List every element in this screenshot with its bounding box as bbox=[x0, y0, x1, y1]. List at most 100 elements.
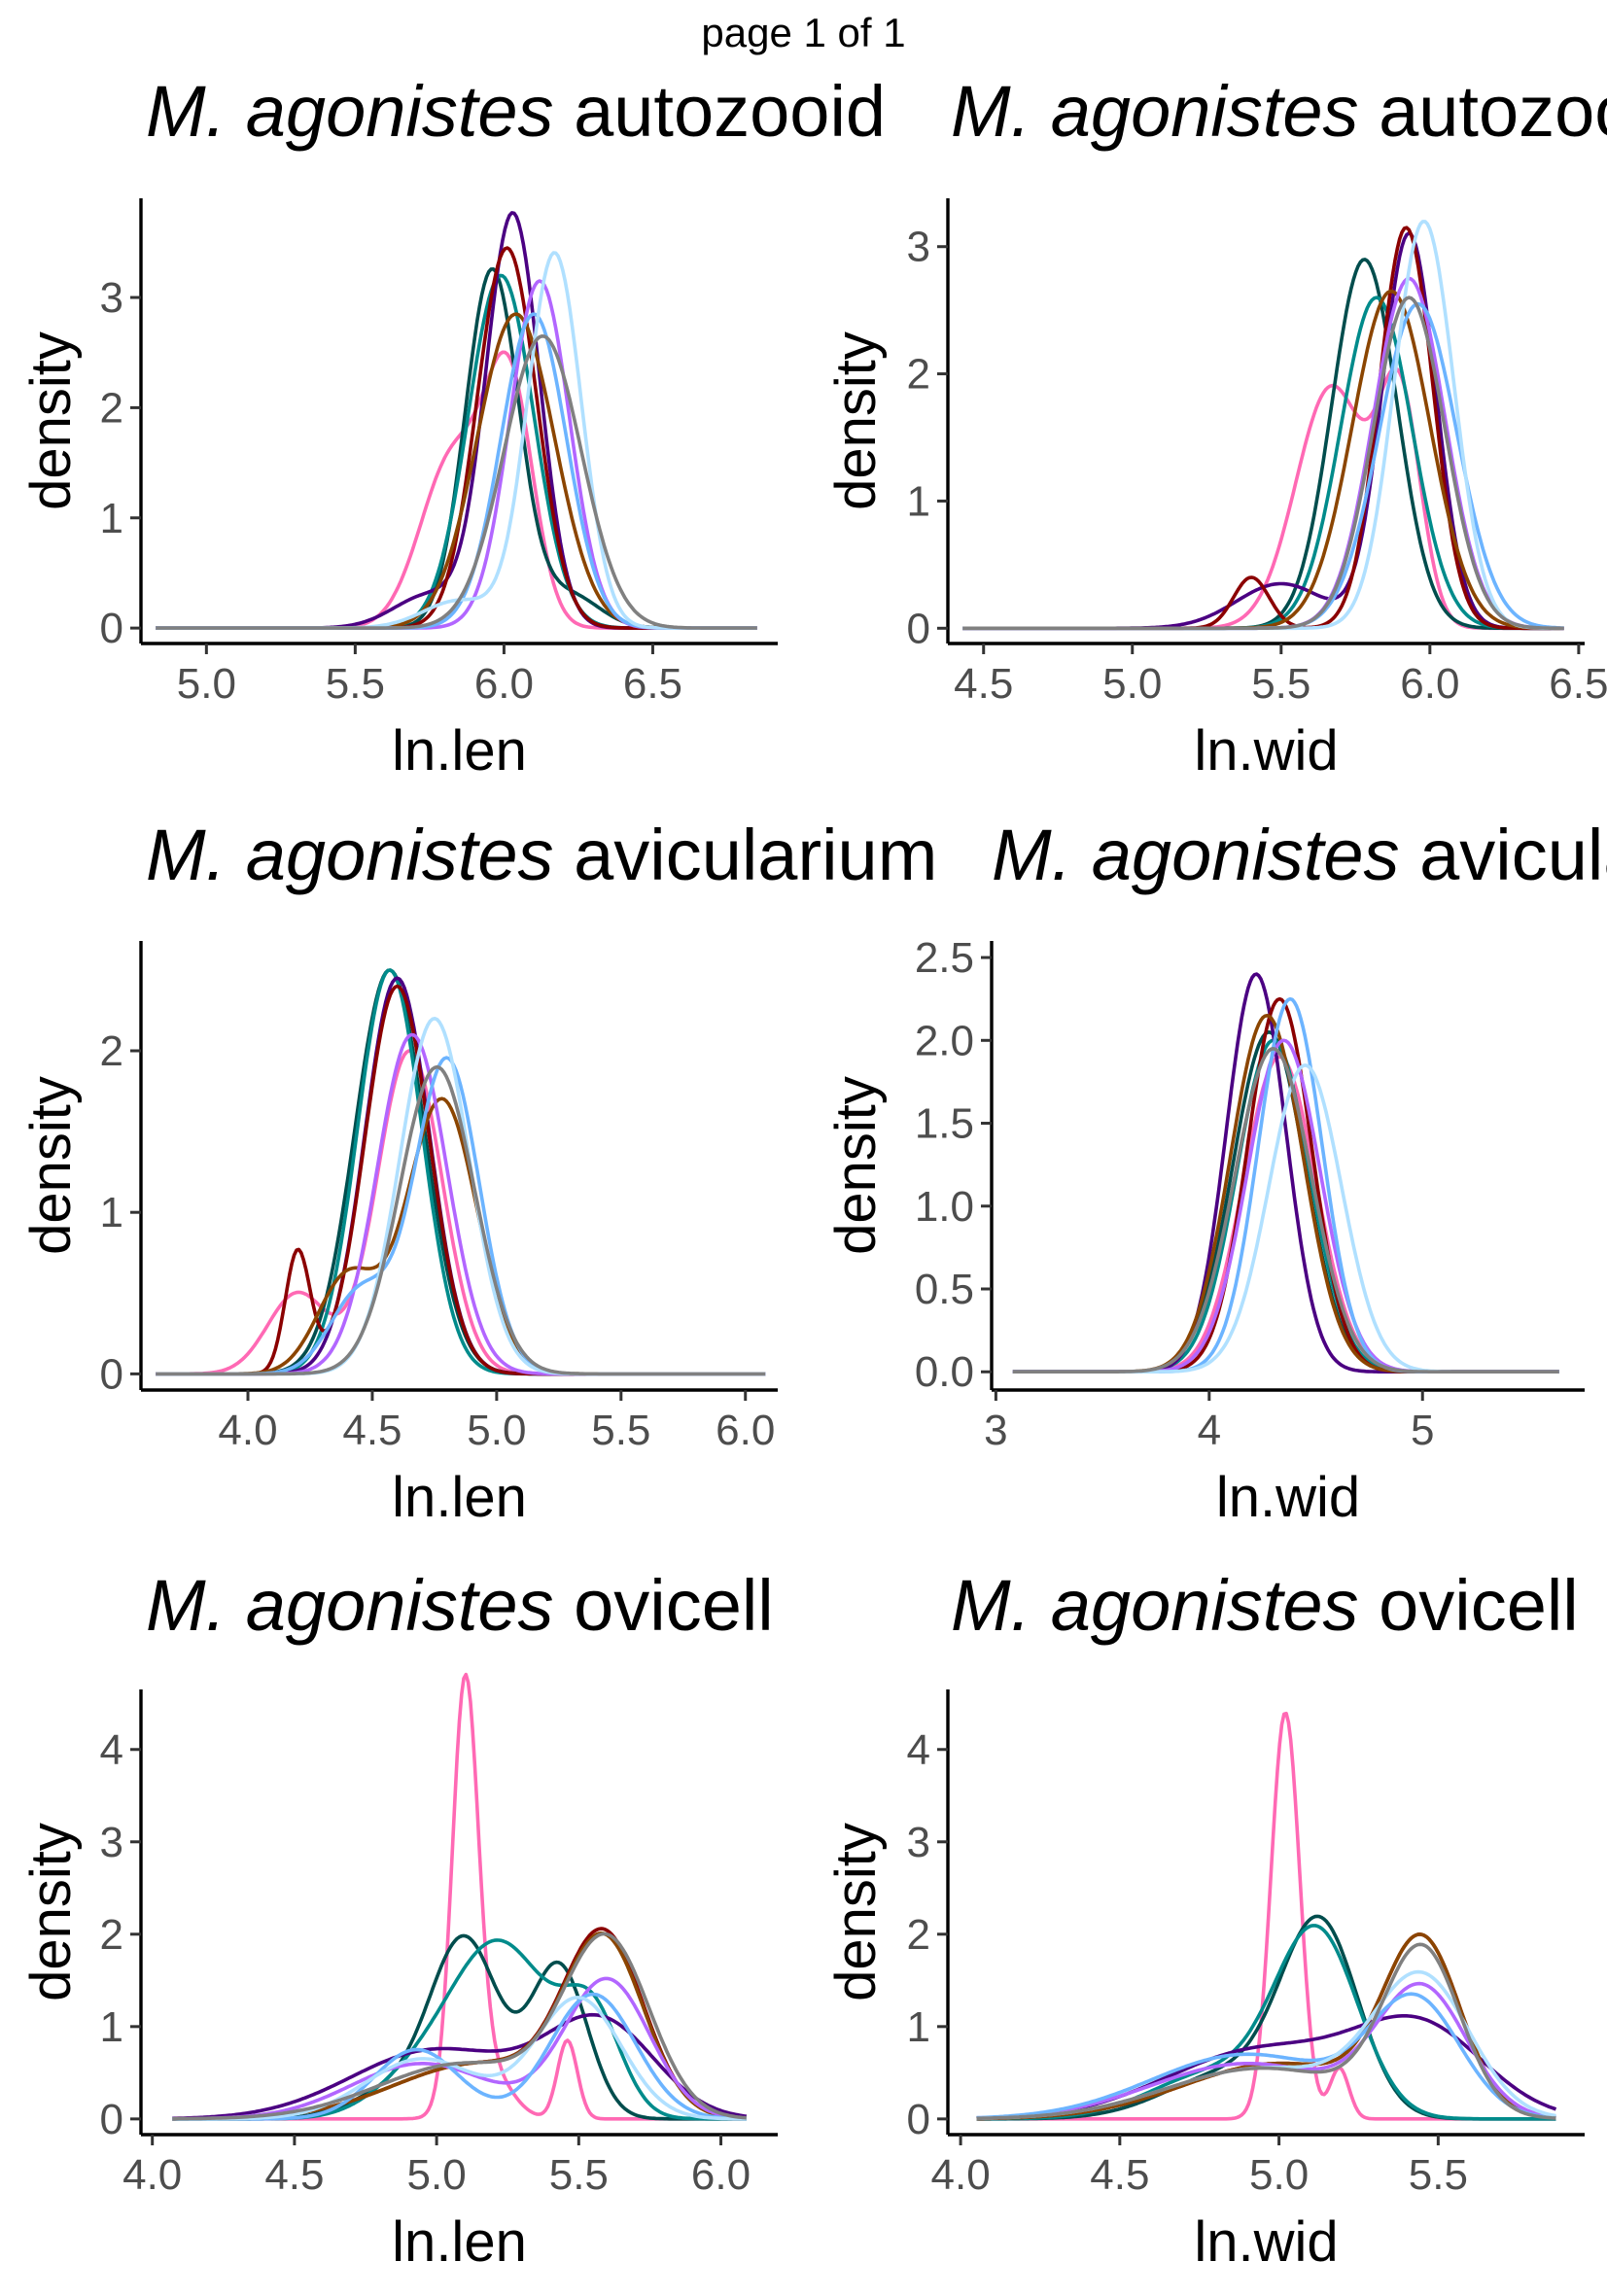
panel-2: M. agonistes autozooid 4.5 5.0 5.5 6.0 6.5 0 1 2… bbox=[824, 71, 1607, 783]
y-tick-label: 1 bbox=[907, 477, 930, 525]
panel-6: M. agonistes ovicell 4.0 4.5 5.0 5.5 0 1 2 3 4 ln.… bbox=[824, 1565, 1585, 2274]
x-axis-label: ln.len bbox=[392, 719, 527, 783]
y-axis-label: density bbox=[824, 1823, 888, 2001]
density-curve-2 bbox=[962, 258, 1564, 631]
y-tick-label: 3 bbox=[100, 274, 123, 322]
y-axis-label: density bbox=[19, 331, 83, 510]
density-curve-2 bbox=[172, 1933, 747, 2121]
panel-title-species: M. agonistes bbox=[992, 815, 1400, 895]
density-curve-3 bbox=[172, 1938, 747, 2121]
y-tick-label: 3 bbox=[100, 1819, 123, 1866]
x-tick-label: 3 bbox=[984, 1407, 1007, 1454]
panel-title: M. agonistes ovicell bbox=[951, 1565, 1579, 1646]
density-curve-3 bbox=[156, 273, 757, 630]
density-curve-7 bbox=[156, 279, 757, 630]
y-tick-label: 0 bbox=[100, 2096, 123, 2143]
panel-title: M. agonistes ovicell bbox=[146, 1565, 774, 1646]
density-curve-10 bbox=[156, 333, 757, 630]
y-axis-label: density bbox=[824, 331, 888, 510]
y-tick-label: 2.5 bbox=[915, 934, 974, 982]
y-tick-label: 4 bbox=[907, 1726, 930, 1774]
y-tick-label: 0 bbox=[100, 1350, 123, 1398]
panel-title-part: avicularium bbox=[1400, 815, 1607, 895]
x-tick-label: 5.5 bbox=[1409, 2151, 1468, 2199]
y-tick-label: 2 bbox=[100, 384, 123, 432]
y-tick-label: 2 bbox=[100, 1027, 123, 1075]
density-curve-10 bbox=[156, 1064, 766, 1376]
panel-title-part: ovicell bbox=[554, 1565, 774, 1646]
panel-5: M. agonistes ovicell 4.0 4.5 5.0 5.5 6.0 0 1 2 3 4… bbox=[19, 1565, 778, 2274]
panel-title-species: M. agonistes bbox=[951, 1565, 1359, 1646]
density-curve-10 bbox=[976, 1942, 1556, 2121]
x-tick-label: 5.0 bbox=[1102, 660, 1162, 708]
panel-title: M. agonistes avicularium bbox=[992, 815, 1607, 895]
y-axis-label: density bbox=[824, 1076, 888, 1255]
density-curve-2 bbox=[156, 266, 757, 630]
x-tick-label: 5.5 bbox=[326, 660, 385, 708]
x-tick-label: 5 bbox=[1411, 1407, 1434, 1454]
density-curve-9 bbox=[172, 1996, 747, 2121]
density-curve-2 bbox=[1012, 1030, 1559, 1374]
panel-title-species: M. agonistes bbox=[146, 71, 554, 152]
x-tick-label: 5.0 bbox=[1249, 2151, 1309, 2199]
panel-1: M. agonistes autozooid 5.0 5.5 6.0 6.5 0 1 2 3 ln… bbox=[19, 71, 886, 783]
density-curve-6 bbox=[172, 1931, 747, 2121]
panel-title: M. agonistes autozooid bbox=[146, 71, 886, 152]
density-curve-4 bbox=[1012, 972, 1559, 1374]
y-tick-label: 0.5 bbox=[915, 1266, 974, 1313]
panel-title: M. agonistes autozooid bbox=[951, 71, 1607, 152]
x-tick-label: 5.0 bbox=[407, 2151, 467, 2199]
panel-title-species: M. agonistes bbox=[146, 815, 554, 895]
density-curve-7 bbox=[1012, 1038, 1559, 1374]
density-curve-6 bbox=[962, 289, 1564, 631]
x-tick-label: 4.5 bbox=[954, 660, 1013, 708]
density-curve-10 bbox=[962, 296, 1564, 631]
panel-title-part: avicularium bbox=[554, 815, 938, 895]
y-tick-label: 0 bbox=[907, 2096, 930, 2143]
x-axis-label: ln.len bbox=[392, 1466, 527, 1529]
y-tick-label: 0 bbox=[907, 605, 930, 652]
density-curve-8 bbox=[962, 301, 1564, 631]
y-tick-label: 2 bbox=[907, 351, 930, 399]
y-tick-label: 1 bbox=[100, 2003, 123, 2051]
density-curve-10 bbox=[1012, 1047, 1559, 1374]
x-tick-label: 4.0 bbox=[218, 1407, 277, 1454]
x-tick-label: 5.5 bbox=[591, 1407, 650, 1454]
density-curve-10 bbox=[172, 1931, 747, 2121]
y-tick-label: 0 bbox=[100, 605, 123, 652]
x-tick-label: 5.0 bbox=[467, 1407, 526, 1454]
panel-title-part: autozooid bbox=[1359, 71, 1607, 152]
x-tick-label: 5.5 bbox=[549, 2151, 609, 2199]
panel-title: M. agonistes avicularium bbox=[146, 815, 937, 895]
density-curve-9 bbox=[1012, 1063, 1559, 1374]
x-tick-label: 4 bbox=[1198, 1407, 1221, 1454]
x-axis-label: ln.len bbox=[392, 2210, 527, 2274]
x-axis-label: ln.wid bbox=[1216, 1466, 1360, 1529]
x-tick-label: 6.0 bbox=[716, 1407, 775, 1454]
x-tick-label: 5.0 bbox=[177, 660, 236, 708]
y-tick-label: 1 bbox=[100, 495, 123, 542]
density-curve-3 bbox=[962, 296, 1564, 631]
panel-4: M. agonistes avicularium 3 4 5 0.0 0.5 1.0 1.5 2… bbox=[824, 815, 1607, 1529]
y-tick-label: 2 bbox=[100, 1911, 123, 1959]
density-curve-5 bbox=[156, 984, 766, 1376]
x-tick-label: 4.0 bbox=[122, 2151, 182, 2199]
x-tick-label: 6.0 bbox=[1400, 660, 1459, 708]
y-tick-label: 1 bbox=[907, 2003, 930, 2051]
y-tick-label: 1 bbox=[100, 1189, 123, 1236]
panel-title-species: M. agonistes bbox=[951, 71, 1359, 152]
y-tick-label: 0.0 bbox=[915, 1348, 974, 1396]
x-tick-label: 4.5 bbox=[1090, 2151, 1149, 2199]
panel-3: M. agonistes avicularium 4.0 4.5 5.0 5.5 6.0 0… bbox=[19, 815, 937, 1529]
density-curve-3 bbox=[1012, 1038, 1559, 1374]
y-axis-label: density bbox=[19, 1823, 83, 2001]
y-tick-label: 3 bbox=[907, 1819, 930, 1866]
panel-title-part: autozooid bbox=[554, 71, 887, 152]
y-tick-label: 1.5 bbox=[915, 1100, 974, 1148]
panel-title-species: M. agonistes bbox=[146, 1565, 554, 1646]
x-tick-label: 4.5 bbox=[342, 1407, 402, 1454]
x-tick-label: 4.0 bbox=[931, 2151, 991, 2199]
x-tick-label: 6.5 bbox=[623, 660, 682, 708]
density-curve-8 bbox=[976, 1992, 1556, 2120]
